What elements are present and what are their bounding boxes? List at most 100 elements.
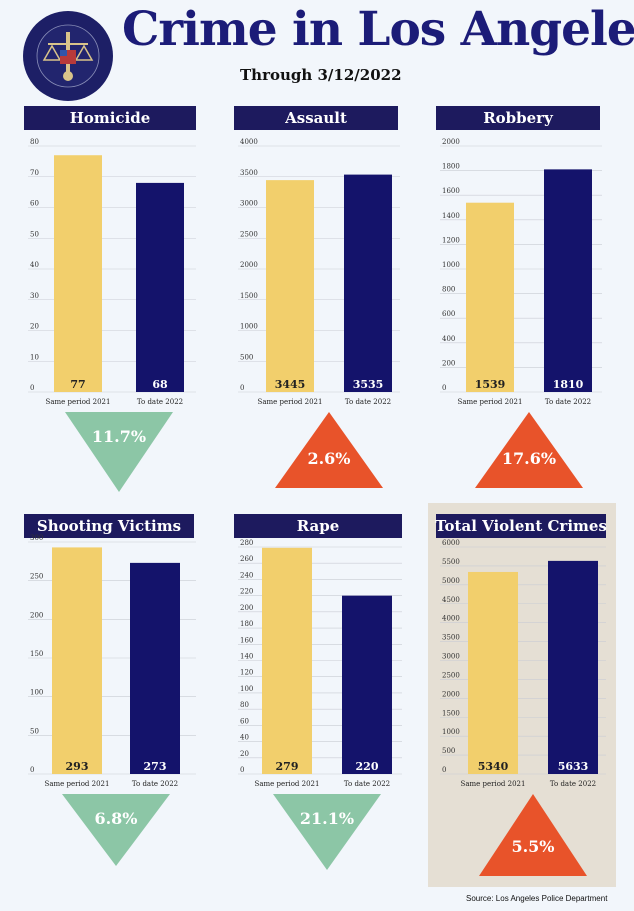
shooting-victims-change-label: 6.8%	[94, 809, 137, 828]
total-violent-crimes-ytick-label: 5500	[442, 558, 460, 566]
homicide-value-label: 77	[70, 378, 85, 391]
total-violent-crimes-category-label: To date 2022	[550, 780, 596, 788]
total-violent-crimes-ytick-label: 2000	[442, 690, 460, 698]
robbery-ytick-label: 2000	[442, 138, 460, 146]
homicide-category-label: Same period 2021	[46, 398, 111, 406]
total-violent-crimes-ytick-label: 1500	[442, 709, 460, 717]
assault-ytick-label: 0	[240, 384, 244, 392]
homicide-ytick-label: 10	[30, 353, 39, 361]
rape-title: Rape	[297, 517, 340, 535]
rape-header-bar	[234, 514, 402, 538]
robbery-ytick-label: 0	[442, 384, 446, 392]
homicide-ytick-label: 0	[30, 384, 34, 392]
assault-title: Assault	[284, 109, 347, 127]
assault-value-label: 3535	[353, 378, 384, 391]
assault-value-label: 3445	[275, 378, 306, 391]
homicide-ytick-label: 80	[30, 138, 39, 146]
rape-change-triangle	[273, 794, 381, 870]
shooting-victims-bar-2022	[130, 562, 180, 774]
robbery-value-label: 1810	[553, 378, 584, 391]
assault-ytick-label: 2500	[240, 230, 258, 238]
assault-change-triangle	[275, 412, 383, 488]
total-violent-crimes-change-triangle	[479, 794, 587, 876]
robbery-ytick-label: 1200	[442, 236, 460, 244]
homicide-chart: Homicide 0 10 20 30 40 50 60 70 80 77 Same period 2…	[24, 106, 196, 492]
total-violent-crimes-chart: Total Violent Crimes 0 500 1000 1500 2000 2500…	[435, 514, 607, 876]
rape-ytick-label: 20	[240, 750, 249, 758]
assault-category-label: Same period 2021	[258, 398, 323, 406]
rape-ytick-label: 240	[240, 571, 253, 579]
rape-ytick-label: 60	[240, 717, 249, 725]
total-violent-crimes-ytick-label: 1000	[442, 728, 460, 736]
robbery-ytick-label: 600	[442, 310, 455, 318]
rape-bar-2021	[262, 547, 312, 774]
rape-ytick-label: 120	[240, 669, 253, 677]
homicide-change-triangle	[65, 412, 173, 492]
rape-ytick-label: 140	[240, 653, 253, 661]
robbery-category-label: To date 2022	[545, 398, 591, 406]
rape-bar-2022	[342, 595, 392, 774]
page-title: Crime in Los Angeles	[122, 2, 634, 57]
robbery-change-label: 17.6%	[502, 449, 556, 468]
assault-bar-2021	[266, 180, 314, 392]
rape-ytick-label: 160	[240, 636, 253, 644]
assault-ytick-label: 500	[240, 353, 253, 361]
assault-ytick-label: 4000	[240, 138, 258, 146]
shooting-victims-change-triangle	[62, 794, 170, 866]
homicide-ytick-label: 50	[30, 230, 39, 238]
shooting-victims-title: Shooting Victims	[37, 517, 181, 535]
rape-chart: Rape 0 20 40 60 80 100 120 140 160 180 200 220 240 260…	[234, 514, 402, 870]
source-note: Source: Los Angeles Police Department	[466, 894, 608, 903]
assault-bar-2022	[344, 174, 392, 392]
robbery-ytick-label: 200	[442, 359, 455, 367]
assault-change-label: 2.6%	[307, 449, 350, 468]
robbery-ytick-label: 1800	[442, 163, 460, 171]
shooting-victims-value-label: 293	[66, 760, 89, 773]
total-violent-crimes-ytick-label: 3000	[442, 653, 460, 661]
homicide-value-label: 68	[152, 378, 168, 391]
robbery-ytick-label: 1600	[442, 187, 460, 195]
robbery-bar-2022	[544, 169, 592, 392]
total-violent-crimes-value-label: 5633	[558, 760, 589, 773]
rape-category-label: To date 2022	[344, 780, 390, 788]
total-violent-crimes-header-bar	[436, 514, 606, 538]
robbery-ytick-label: 1000	[442, 261, 460, 269]
assault-header-bar	[234, 106, 398, 130]
homicide-ytick-label: 30	[30, 292, 39, 300]
total-violent-crimes-ytick-label: 0	[442, 766, 446, 774]
shooting-victims-value-label: 273	[144, 760, 167, 773]
robbery-header-bar	[436, 106, 600, 130]
assault-ytick-label: 1000	[240, 323, 258, 331]
robbery-ytick-label: 400	[442, 335, 455, 343]
lapd-seal-icon	[23, 11, 113, 101]
rape-value-label: 220	[356, 760, 379, 773]
robbery-value-label: 1539	[475, 378, 506, 391]
total-violent-crimes-ytick-label: 3500	[442, 634, 460, 642]
total-violent-crimes-ytick-label: 6000	[442, 539, 460, 547]
total-violent-crimes-bar-2022	[548, 560, 598, 774]
assault-ytick-label: 1500	[240, 292, 258, 300]
homicide-change-label: 11.7%	[92, 427, 146, 446]
shooting-victims-bar-2021	[52, 547, 102, 774]
total-violent-crimes-ytick-label: 4500	[442, 596, 460, 604]
homicide-category-label: To date 2022	[137, 398, 183, 406]
homicide-ytick-label: 40	[30, 261, 39, 269]
total-violent-crimes-category-label: Same period 2021	[461, 780, 526, 788]
total-violent-crimes-ytick-label: 4000	[442, 615, 460, 623]
homicide-title: Homicide	[70, 109, 151, 127]
homicide-bar-2022	[136, 182, 184, 392]
shooting-victims-category-label: Same period 2021	[45, 780, 110, 788]
rape-category-label: Same period 2021	[255, 780, 320, 788]
page-subtitle: Through 3/12/2022	[240, 66, 402, 84]
homicide-ytick-label: 70	[30, 169, 39, 177]
homicide-bar-2021	[54, 155, 102, 392]
rape-ytick-label: 200	[240, 604, 253, 612]
total-violent-crimes-change-label: 5.5%	[511, 837, 554, 856]
assault-ytick-label: 3000	[240, 200, 258, 208]
rape-ytick-label: 180	[240, 620, 253, 628]
rape-ytick-label: 40	[240, 734, 249, 742]
total-violent-crimes-ytick-label: 2500	[442, 671, 460, 679]
robbery-title: Robbery	[483, 109, 554, 127]
homicide-header-bar	[24, 106, 196, 130]
